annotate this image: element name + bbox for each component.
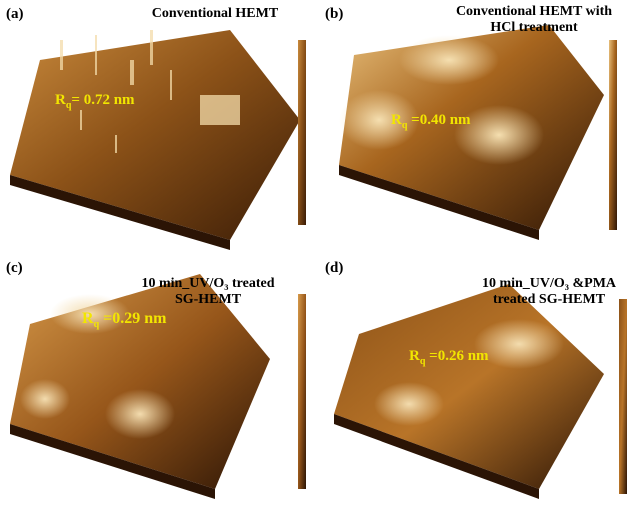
panel-title-c: 10 min_UV/O₃ treated SG-HEMT: [141, 276, 275, 307]
panel-title-d: 10 min_UV/O₃ &PMA treated SG-HEMT: [481, 276, 617, 307]
afm-panel-a: (a) Conventional HEMT Rq= 0.72 nm: [0, 0, 318, 254]
roughness-label-c: Rq =0.29 nm: [82, 310, 167, 331]
afm-panel-d: (d) 10 min_UV/O₃ &PMA treated SG-HEMT Rq…: [319, 254, 637, 508]
afm-surface-image-d: [334, 284, 627, 499]
afm-panel-c: (c) 10 min_UV/O₃ treated SG-HEMT Rq =0.2…: [0, 254, 318, 508]
color-scale-bar-b: [609, 40, 617, 230]
roughness-label-d: Rq =0.26 nm: [409, 348, 489, 367]
color-scale-bar-c: [298, 294, 306, 489]
afm-surface-image-a: [10, 30, 306, 250]
roughness-label-b: Rq =0.40 nm: [391, 112, 471, 131]
afm-panel-b: (b) Conventional HEMT with HCl treatment…: [319, 0, 637, 254]
panel-letter-b: (b): [325, 6, 344, 22]
panel-letter-a: (a): [6, 6, 24, 22]
panel-title-a: Conventional HEMT: [151, 6, 279, 21]
color-scale-bar-d: [619, 299, 627, 494]
color-scale-bar-a: [298, 40, 306, 225]
afm-surface-image-c: [10, 274, 306, 499]
panel-title-b: Conventional HEMT with HCl treatment: [455, 4, 613, 35]
afm-surface-image-b: [339, 25, 617, 240]
panel-letter-d: (d): [325, 260, 344, 276]
panel-letter-c: (c): [6, 260, 23, 276]
roughness-label-a: Rq= 0.72 nm: [55, 92, 135, 111]
